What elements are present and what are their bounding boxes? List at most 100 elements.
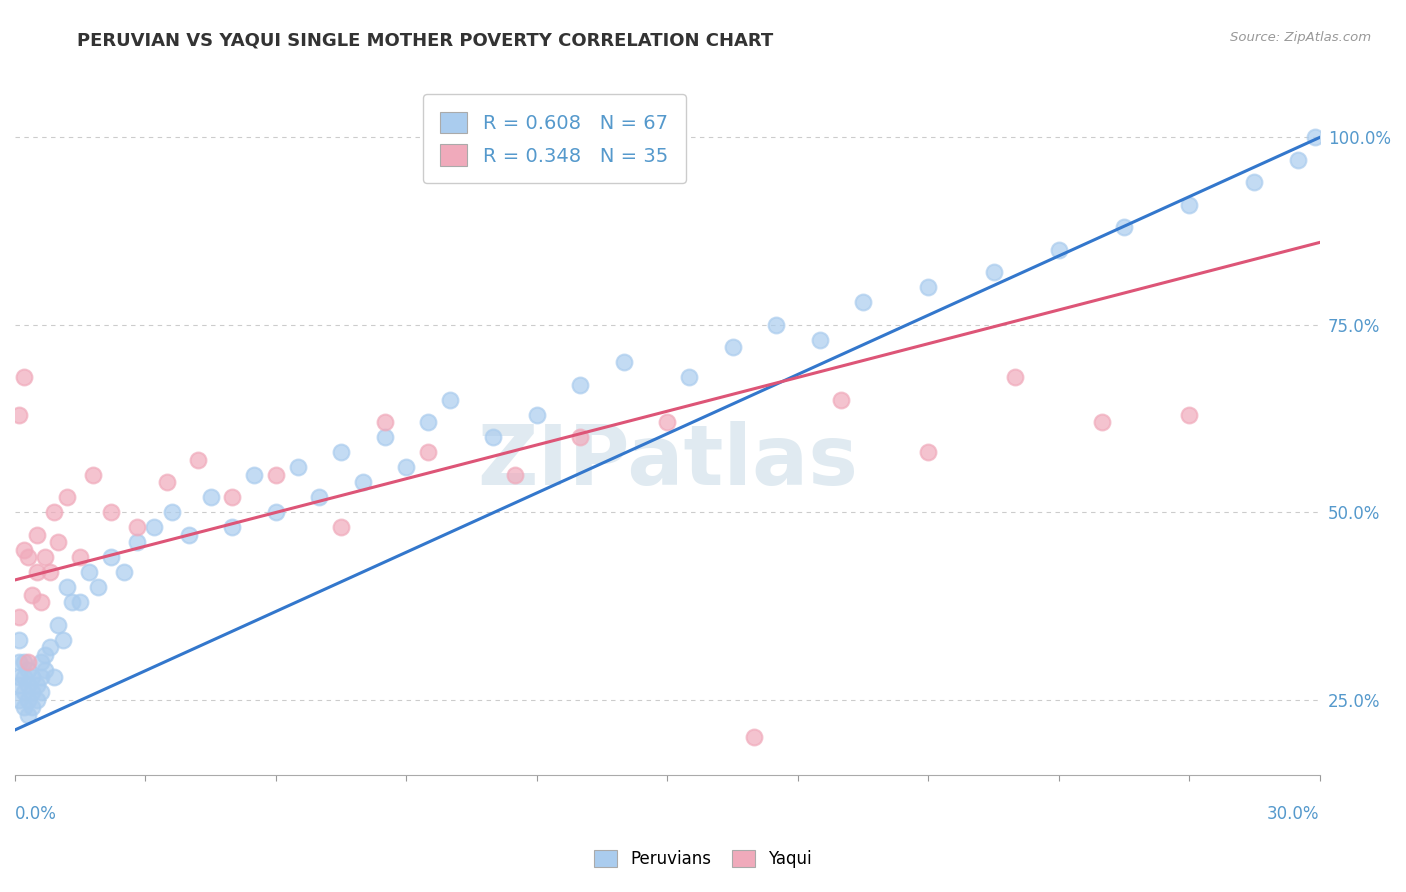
Point [765,318,787,332]
Point [221,520,243,534]
Point [395,460,418,475]
Point [8,610,31,624]
Point [30,656,52,670]
Point [156,475,179,490]
Point [13,543,35,558]
Point [569,430,592,444]
Point [8,693,31,707]
Point [1004,370,1026,384]
Point [56,581,79,595]
Point [830,392,852,407]
Point [60,595,83,609]
Point [917,445,939,459]
Point [30,670,52,684]
Point [44,505,66,519]
Point [8,678,31,692]
Point [25,528,48,542]
Point [13,700,35,714]
Point [330,445,353,459]
Point [30,595,52,609]
Point [308,491,330,505]
Text: ZIPatlas: ZIPatlas [477,420,858,501]
Point [44,670,66,684]
Point [526,408,548,422]
Point [100,505,122,519]
Point [17,656,39,670]
Point [374,416,396,430]
Point [17,550,39,565]
Point [143,520,166,534]
Point [21,588,44,602]
Point [82,467,104,482]
Point [30,685,52,699]
Point [1047,243,1070,257]
Point [86,581,108,595]
Point [52,632,75,647]
Point [917,280,939,294]
Point [25,566,48,580]
Point [1112,220,1135,235]
Point [808,333,831,347]
Point [56,491,79,505]
Legend: R = 0.608   N = 67, R = 0.348   N = 35: R = 0.608 N = 67, R = 0.348 N = 35 [423,95,686,183]
Point [21,685,44,699]
Point [374,430,396,444]
Point [983,265,1005,279]
Point [13,656,35,670]
Point [569,378,592,392]
Point [418,445,440,459]
Point [8,408,31,422]
Point [678,370,700,384]
Point [243,467,266,482]
Point [1178,198,1201,212]
Point [200,491,222,505]
Point [34,663,56,677]
Point [264,505,287,519]
Point [418,416,440,430]
Legend: Peruvians, Yaqui: Peruvians, Yaqui [588,843,818,875]
Point [1091,416,1114,430]
Text: 0.0%: 0.0% [15,805,56,823]
Point [21,670,44,684]
Point [852,295,875,310]
Point [38,640,60,655]
Point [330,520,353,534]
Point [25,693,48,707]
Text: Source: ZipAtlas.com: Source: ZipAtlas.com [1230,31,1371,45]
Point [17,678,39,692]
Point [160,505,183,519]
Point [503,467,526,482]
Point [221,491,243,505]
Point [1243,176,1265,190]
Point [17,707,39,722]
Point [8,656,31,670]
Point [34,550,56,565]
Point [1286,153,1309,167]
Point [482,430,505,444]
Point [48,535,70,549]
Point [17,663,39,677]
Point [13,670,35,684]
Point [77,566,100,580]
Point [112,566,135,580]
Point [48,618,70,632]
Point [13,685,35,699]
Point [38,566,60,580]
Point [1305,130,1327,145]
Point [177,528,200,542]
Point [721,340,744,354]
Point [125,535,148,549]
Point [439,392,461,407]
Point [69,595,91,609]
Point [13,370,35,384]
Point [742,731,765,745]
Point [69,550,91,565]
Point [34,648,56,662]
Point [613,355,636,369]
Point [21,700,44,714]
Point [8,670,31,684]
Text: 30.0%: 30.0% [1267,805,1320,823]
Point [125,520,148,534]
Point [264,467,287,482]
Point [352,475,374,490]
